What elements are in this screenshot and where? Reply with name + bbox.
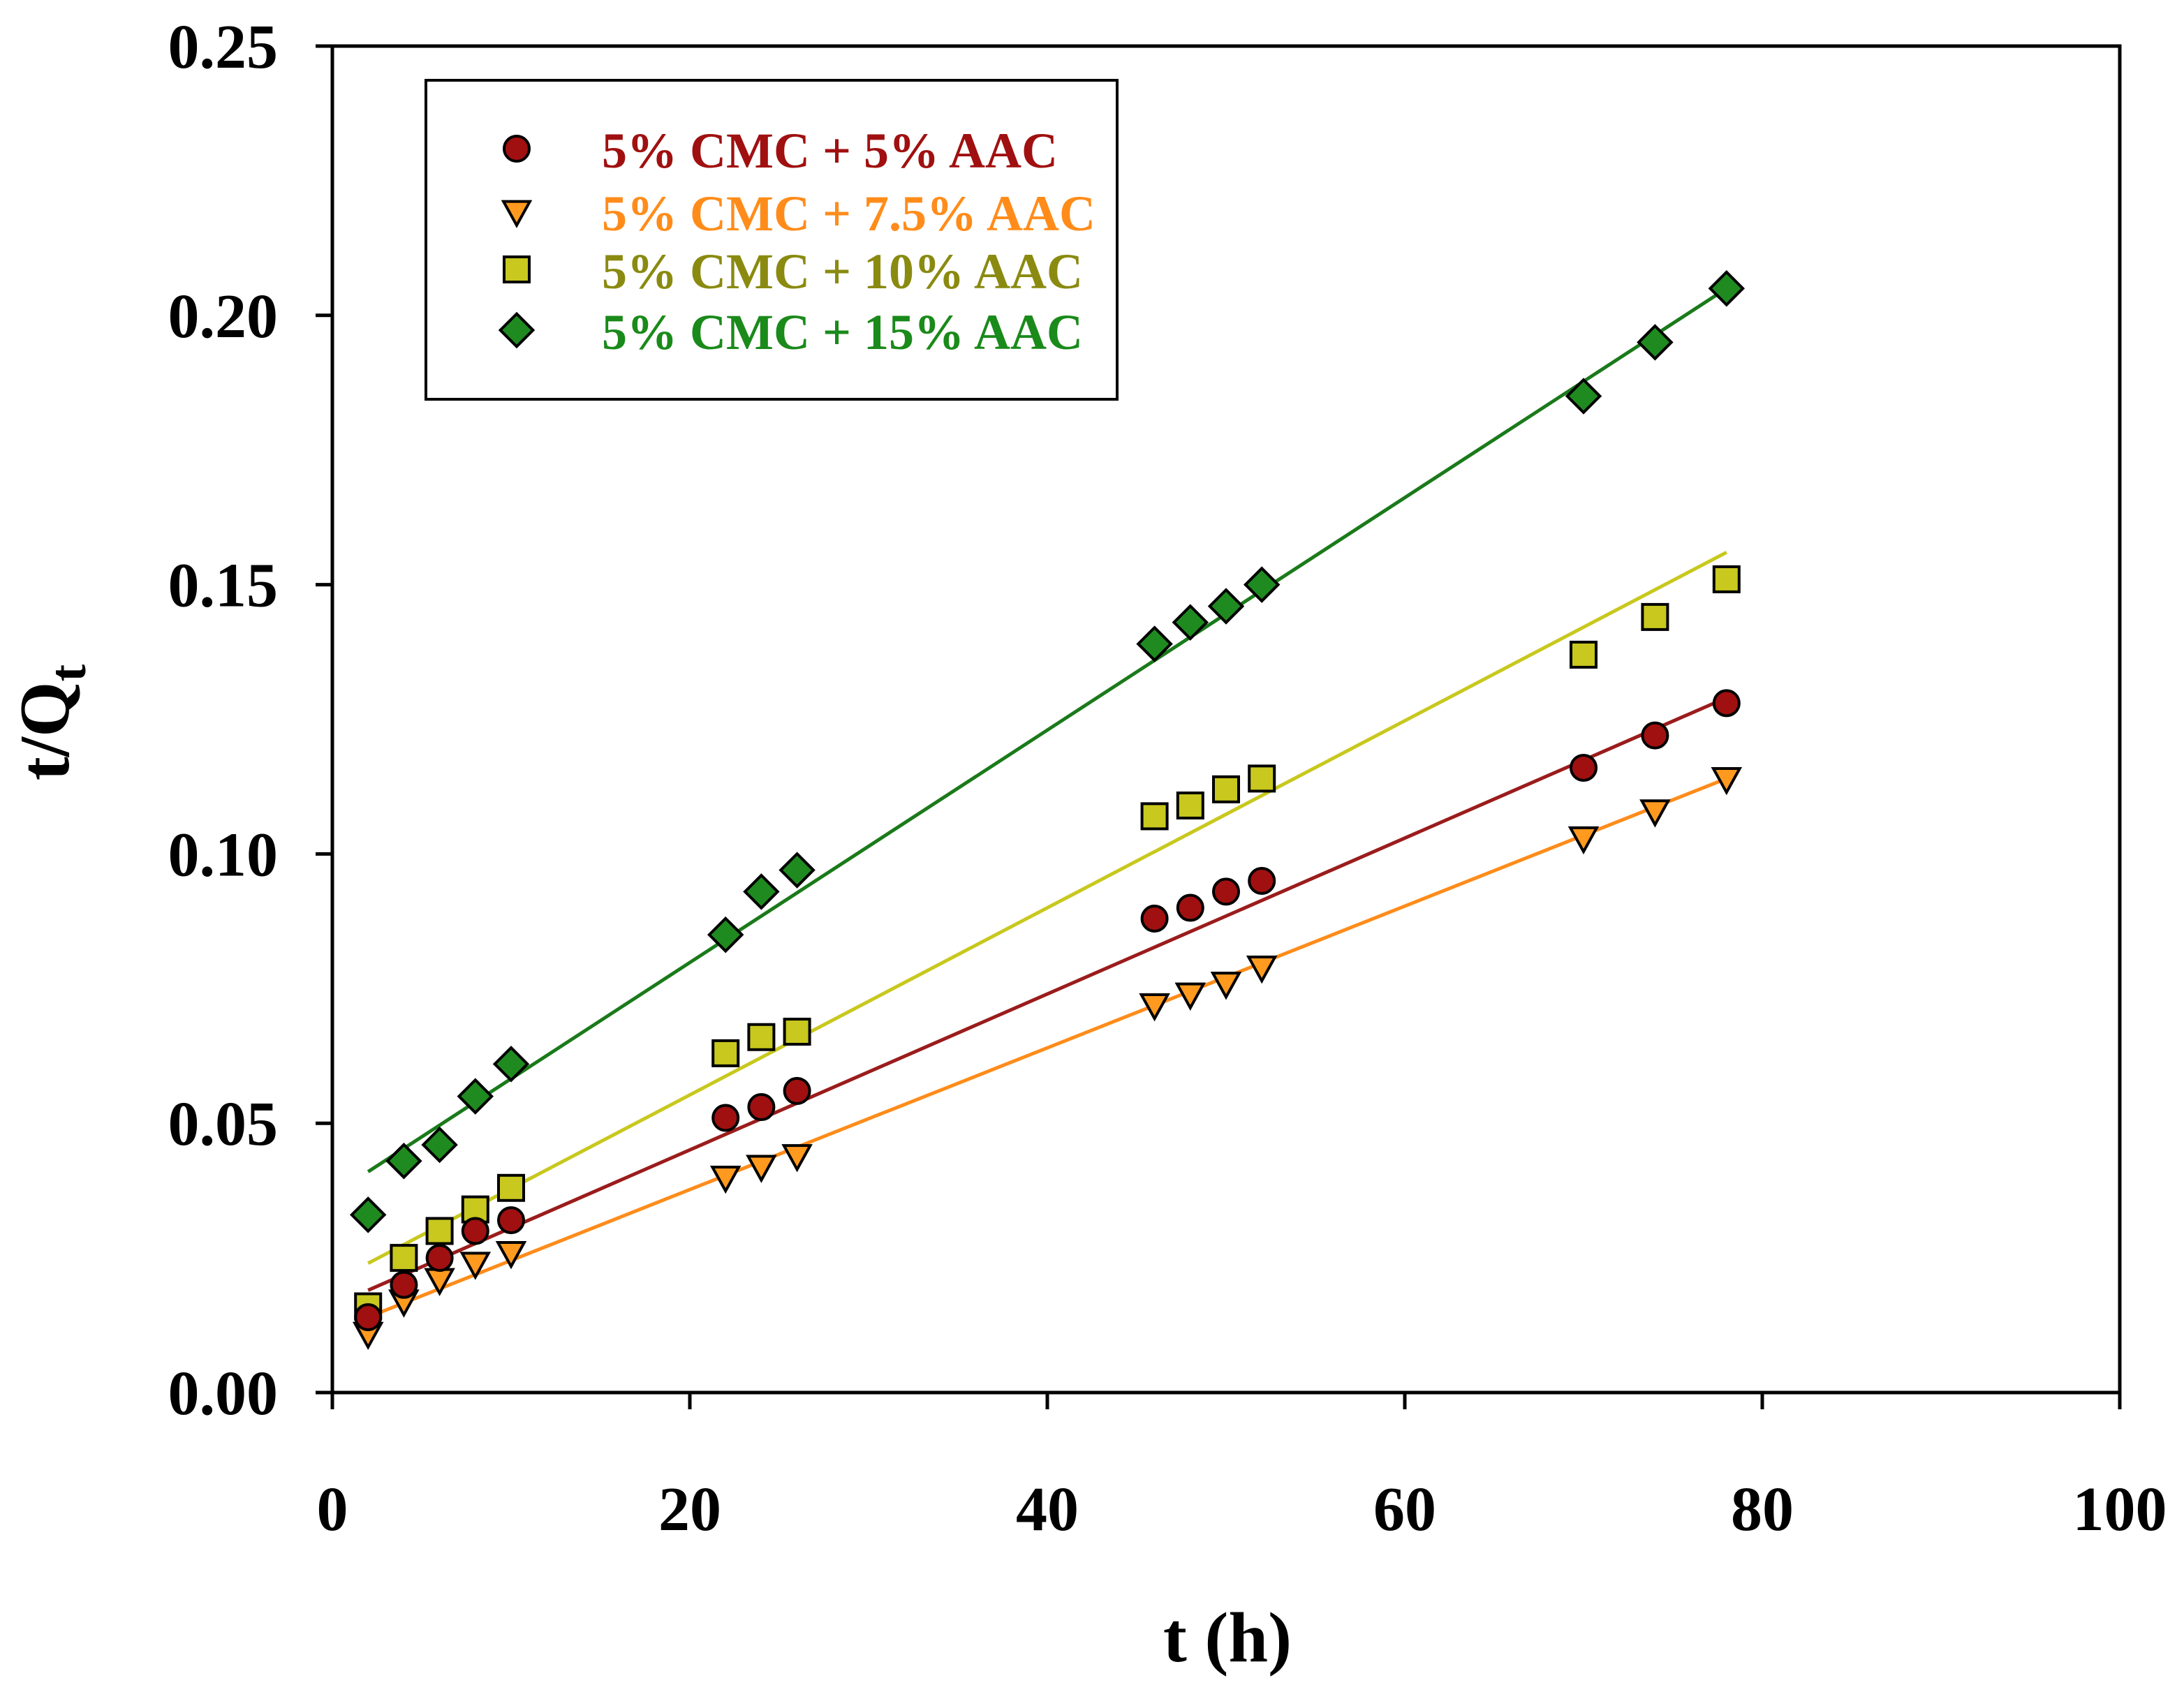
data-point-triangle	[781, 1144, 813, 1173]
x-tick-label: 60	[1373, 1475, 1436, 1544]
legend-label: 5% CMC + 7.5% AAC	[602, 186, 1095, 242]
y-tick-label: 0.05	[168, 1090, 279, 1159]
fit-line	[367, 287, 1728, 1173]
data-point-diamond	[1172, 604, 1209, 641]
data-point-triangle	[424, 1268, 455, 1296]
y-axis-title-main: t/Q	[6, 682, 84, 781]
axes: 0 20 40 60 80 100 0.00 0.05 0.10 0.15 0.20 0.25	[168, 13, 2167, 1544]
data-point-diamond	[385, 1142, 422, 1180]
data-point-diamond	[457, 1078, 494, 1115]
data-point-triangle	[1567, 826, 1600, 855]
data-point-circle	[1212, 877, 1240, 906]
data-point-square	[1712, 565, 1741, 593]
x-tick-label: 100	[2073, 1475, 2167, 1544]
data-point-circle	[1248, 866, 1276, 895]
data-point-triangle	[1711, 766, 1743, 796]
data-point-diamond	[743, 873, 780, 910]
plot-frame	[330, 44, 2122, 1395]
legend-label: 5% CMC + 10% AAC	[602, 244, 1083, 299]
data-point-circle	[461, 1217, 489, 1245]
data-point-circle	[503, 135, 531, 163]
fit-line	[367, 777, 1727, 1319]
data-point-square	[1248, 764, 1276, 793]
y-axis-title: t/Qt	[6, 665, 97, 781]
data-point-circle	[354, 1303, 383, 1331]
y-tick-label: 0.00	[168, 1359, 279, 1428]
data-point-circle	[747, 1093, 776, 1122]
data-point-diamond	[1207, 588, 1245, 625]
data-point-diamond	[1565, 378, 1602, 415]
y-tick-label: 0.20	[168, 282, 279, 351]
data-point-square	[1641, 602, 1669, 631]
fit-lines	[367, 287, 1728, 1319]
x-tick-label: 20	[658, 1475, 721, 1544]
data-point-triangle	[709, 1165, 741, 1194]
data-point-square	[711, 1039, 740, 1067]
data-point-diamond	[498, 311, 536, 349]
data-point-circle	[1140, 904, 1169, 933]
fit-line	[367, 551, 1727, 1266]
y-tick-label: 0.15	[168, 551, 279, 621]
x-tick-label: 0	[317, 1475, 348, 1544]
data-point-circle	[783, 1076, 811, 1105]
data-point-circle	[425, 1244, 454, 1272]
data-point-triangle	[1639, 799, 1671, 828]
data-point-triangle	[501, 200, 533, 228]
data-point-square	[1212, 775, 1240, 803]
data-point-square	[1570, 640, 1598, 669]
data-point-circle	[1641, 721, 1669, 750]
data-point-triangle	[1246, 956, 1278, 984]
x-axis-title: t (h)	[1163, 1598, 1292, 1677]
data-markers	[349, 269, 1746, 1351]
data-point-square	[390, 1244, 418, 1272]
data-point-square	[1176, 791, 1204, 819]
data-point-circle	[1570, 753, 1598, 782]
data-point-diamond	[1708, 269, 1746, 307]
legend-label: 5% CMC + 5% AAC	[602, 123, 1058, 179]
data-point-diamond	[779, 852, 816, 889]
data-point-square	[503, 255, 531, 283]
data-point-square	[425, 1217, 454, 1245]
data-point-circle	[1712, 689, 1741, 718]
data-point-triangle	[495, 1240, 527, 1270]
legend-box	[425, 79, 1119, 401]
data-point-diamond	[707, 916, 744, 953]
y-axis-title-subscript: t	[40, 665, 97, 682]
data-point-triangle	[1174, 982, 1207, 1011]
data-point-square	[1140, 802, 1169, 831]
fit-line	[367, 696, 1727, 1292]
data-point-triangle	[746, 1155, 777, 1183]
data-point-diamond	[1136, 625, 1173, 662]
data-point-triangle	[1139, 993, 1170, 1022]
data-point-square	[783, 1018, 811, 1046]
data-point-square	[747, 1023, 776, 1051]
y-tick-label: 0.25	[168, 13, 279, 82]
y-axis-title-group: t/Qt	[6, 665, 97, 781]
data-point-diamond	[492, 1046, 530, 1083]
y-tick-label: 0.10	[168, 820, 279, 889]
data-point-diamond	[349, 1196, 387, 1233]
legend-label: 5% CMC + 15% AAC	[602, 304, 1083, 360]
data-point-circle	[711, 1104, 740, 1132]
x-tick-label: 40	[1016, 1475, 1079, 1544]
x-tick-label: 80	[1731, 1475, 1794, 1544]
data-point-square	[497, 1173, 525, 1202]
data-point-diamond	[1243, 566, 1281, 603]
data-point-circle	[497, 1206, 525, 1235]
data-point-triangle	[459, 1252, 492, 1280]
data-point-circle	[390, 1270, 418, 1299]
data-point-diamond	[1637, 324, 1674, 361]
data-point-diamond	[421, 1126, 458, 1164]
data-point-circle	[1176, 893, 1204, 922]
data-point-triangle	[1210, 972, 1242, 1000]
